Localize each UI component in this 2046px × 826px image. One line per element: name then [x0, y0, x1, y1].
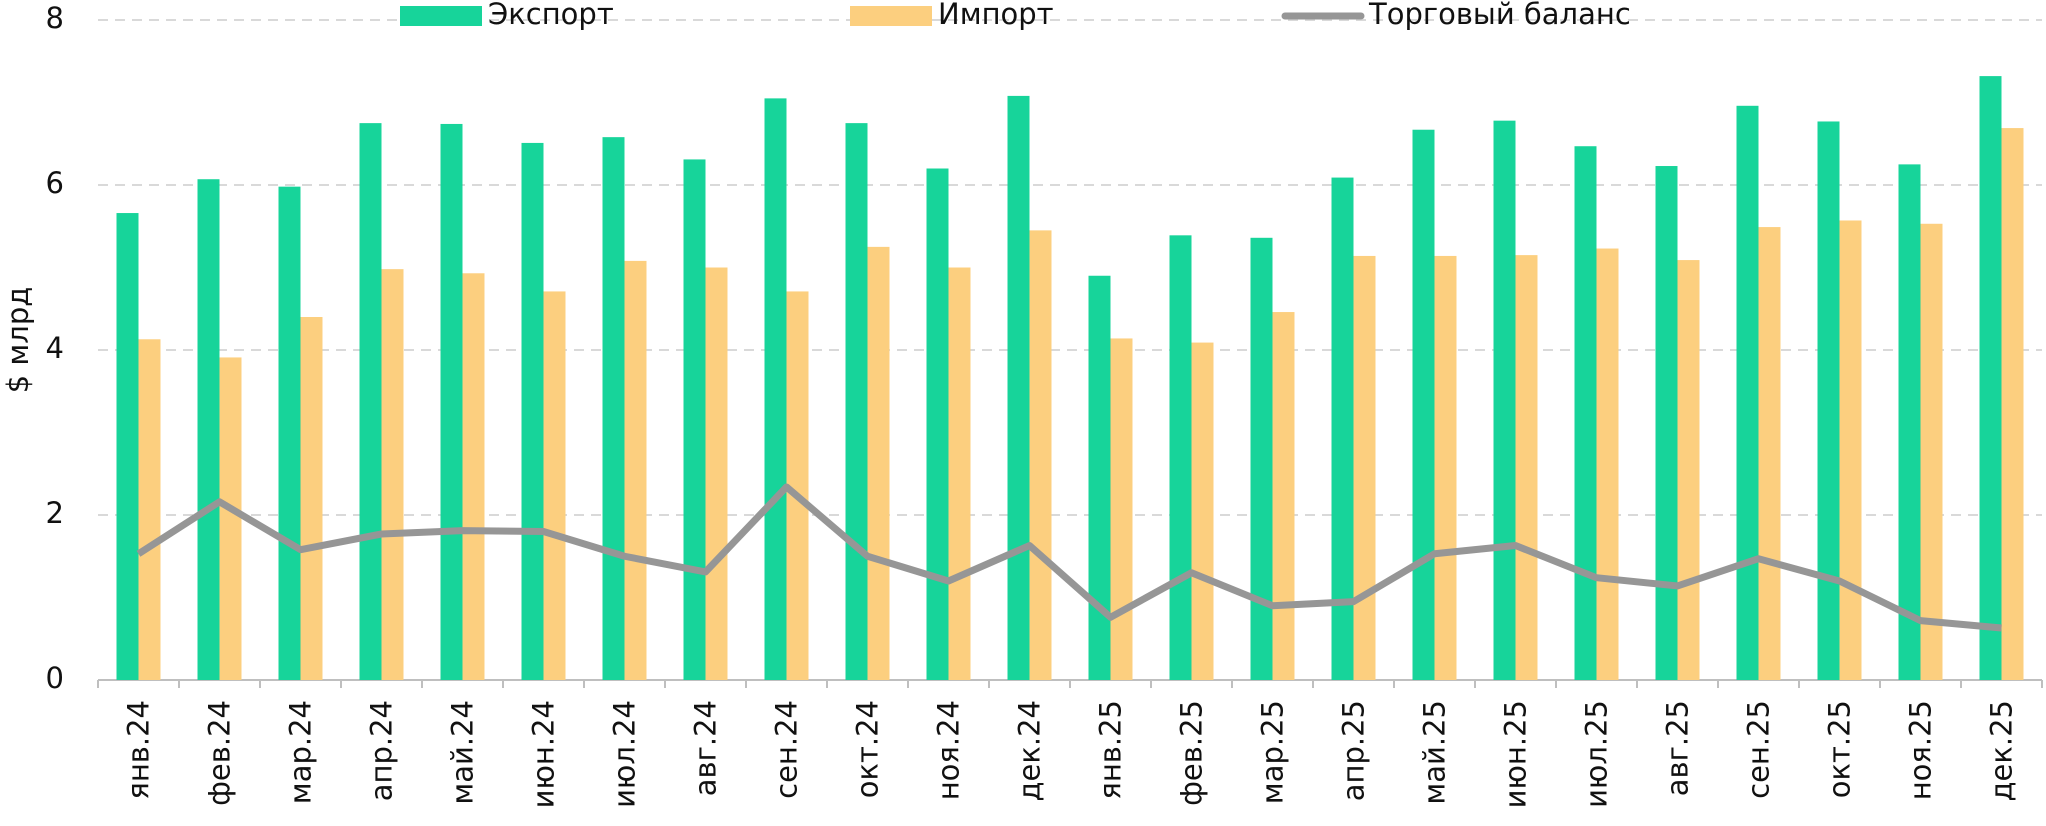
bar	[1191, 342, 1214, 680]
bar	[1898, 164, 1921, 680]
bar	[786, 291, 809, 680]
x-tick-label: апр.25	[1337, 700, 1371, 801]
x-tick-label: мар.25	[1256, 700, 1290, 804]
bar	[926, 168, 949, 680]
bar	[1758, 227, 1781, 680]
bar	[300, 317, 323, 680]
bar	[138, 339, 161, 680]
x-tick-label: янв.24	[122, 700, 156, 800]
x-tick-label: май.25	[1418, 700, 1452, 805]
x-tick-label: мар.24	[284, 700, 318, 804]
bar	[1088, 275, 1111, 680]
bar	[197, 179, 220, 680]
bar	[1331, 177, 1354, 680]
x-tick-label: авг.25	[1661, 700, 1695, 796]
bar	[1920, 223, 1943, 680]
bar	[1250, 237, 1273, 681]
y-tick-label: 6	[46, 166, 64, 200]
y-axis-label: $ млрд	[1, 287, 35, 394]
bar	[381, 269, 404, 680]
x-tick-label: фев.25	[1175, 700, 1209, 806]
bar	[1169, 235, 1192, 680]
x-tick-label: авг.24	[689, 700, 723, 796]
x-tick-label: дек.25	[1985, 700, 2019, 802]
bar	[359, 123, 382, 680]
x-tick-label: ноя.25	[1904, 700, 1938, 800]
x-tick-label: июл.25	[1580, 700, 1614, 808]
x-tick-label: апр.24	[365, 700, 399, 801]
y-tick-label: 0	[46, 661, 64, 695]
bar	[1736, 105, 1759, 681]
bar	[624, 260, 647, 680]
x-tick-label: фев.24	[203, 700, 237, 806]
x-tick-label: ноя.24	[932, 700, 966, 800]
bar	[1655, 166, 1678, 680]
line	[136, 483, 2002, 632]
legend-label: Торговый баланс	[1368, 0, 1631, 31]
bar	[683, 159, 706, 681]
x-tick-label: июл.24	[608, 700, 642, 808]
bar	[1596, 248, 1619, 680]
bar	[278, 186, 301, 680]
y-tick-label: 8	[46, 1, 64, 35]
bar	[1493, 120, 1516, 680]
x-tick-label: сен.25	[1742, 700, 1776, 799]
y-tick-label: 4	[46, 331, 64, 365]
bar	[521, 142, 544, 681]
bar	[1979, 76, 2002, 681]
bar	[1110, 338, 1133, 680]
bar	[1272, 312, 1295, 680]
legend-swatch	[850, 6, 932, 26]
legend-label: Экспорт	[488, 0, 614, 31]
bar	[440, 123, 463, 680]
bar	[1007, 95, 1030, 680]
bar	[1677, 260, 1700, 680]
x-tick-label: май.24	[446, 700, 480, 805]
bar	[116, 213, 139, 681]
x-tick-label: июн.25	[1499, 700, 1533, 808]
bar	[1412, 129, 1435, 681]
bar	[2001, 128, 2024, 680]
legend-swatch	[400, 6, 482, 26]
bar	[948, 267, 971, 680]
bar	[1353, 255, 1376, 680]
bar	[1434, 255, 1457, 680]
bar	[867, 246, 890, 680]
bar	[1515, 255, 1538, 680]
x-tick-label: дек.24	[1013, 700, 1047, 802]
bar	[543, 291, 566, 680]
x-tick-label: янв.25	[1094, 700, 1128, 800]
bar	[845, 123, 868, 680]
legend-label: Импорт	[938, 0, 1054, 31]
bar	[602, 137, 625, 680]
bar	[705, 267, 728, 680]
bar	[1839, 220, 1862, 680]
x-tick-label: окт.24	[851, 700, 885, 798]
x-tick-label: июн.24	[527, 700, 561, 808]
bar	[764, 98, 787, 680]
bar	[1029, 230, 1052, 680]
y-tick-label: 2	[46, 496, 64, 530]
bar	[1574, 146, 1597, 681]
x-tick-label: сен.24	[770, 700, 804, 799]
bar	[219, 357, 242, 680]
bar	[1817, 121, 1840, 681]
bar	[462, 273, 485, 680]
x-tick-label: окт.25	[1823, 700, 1857, 798]
